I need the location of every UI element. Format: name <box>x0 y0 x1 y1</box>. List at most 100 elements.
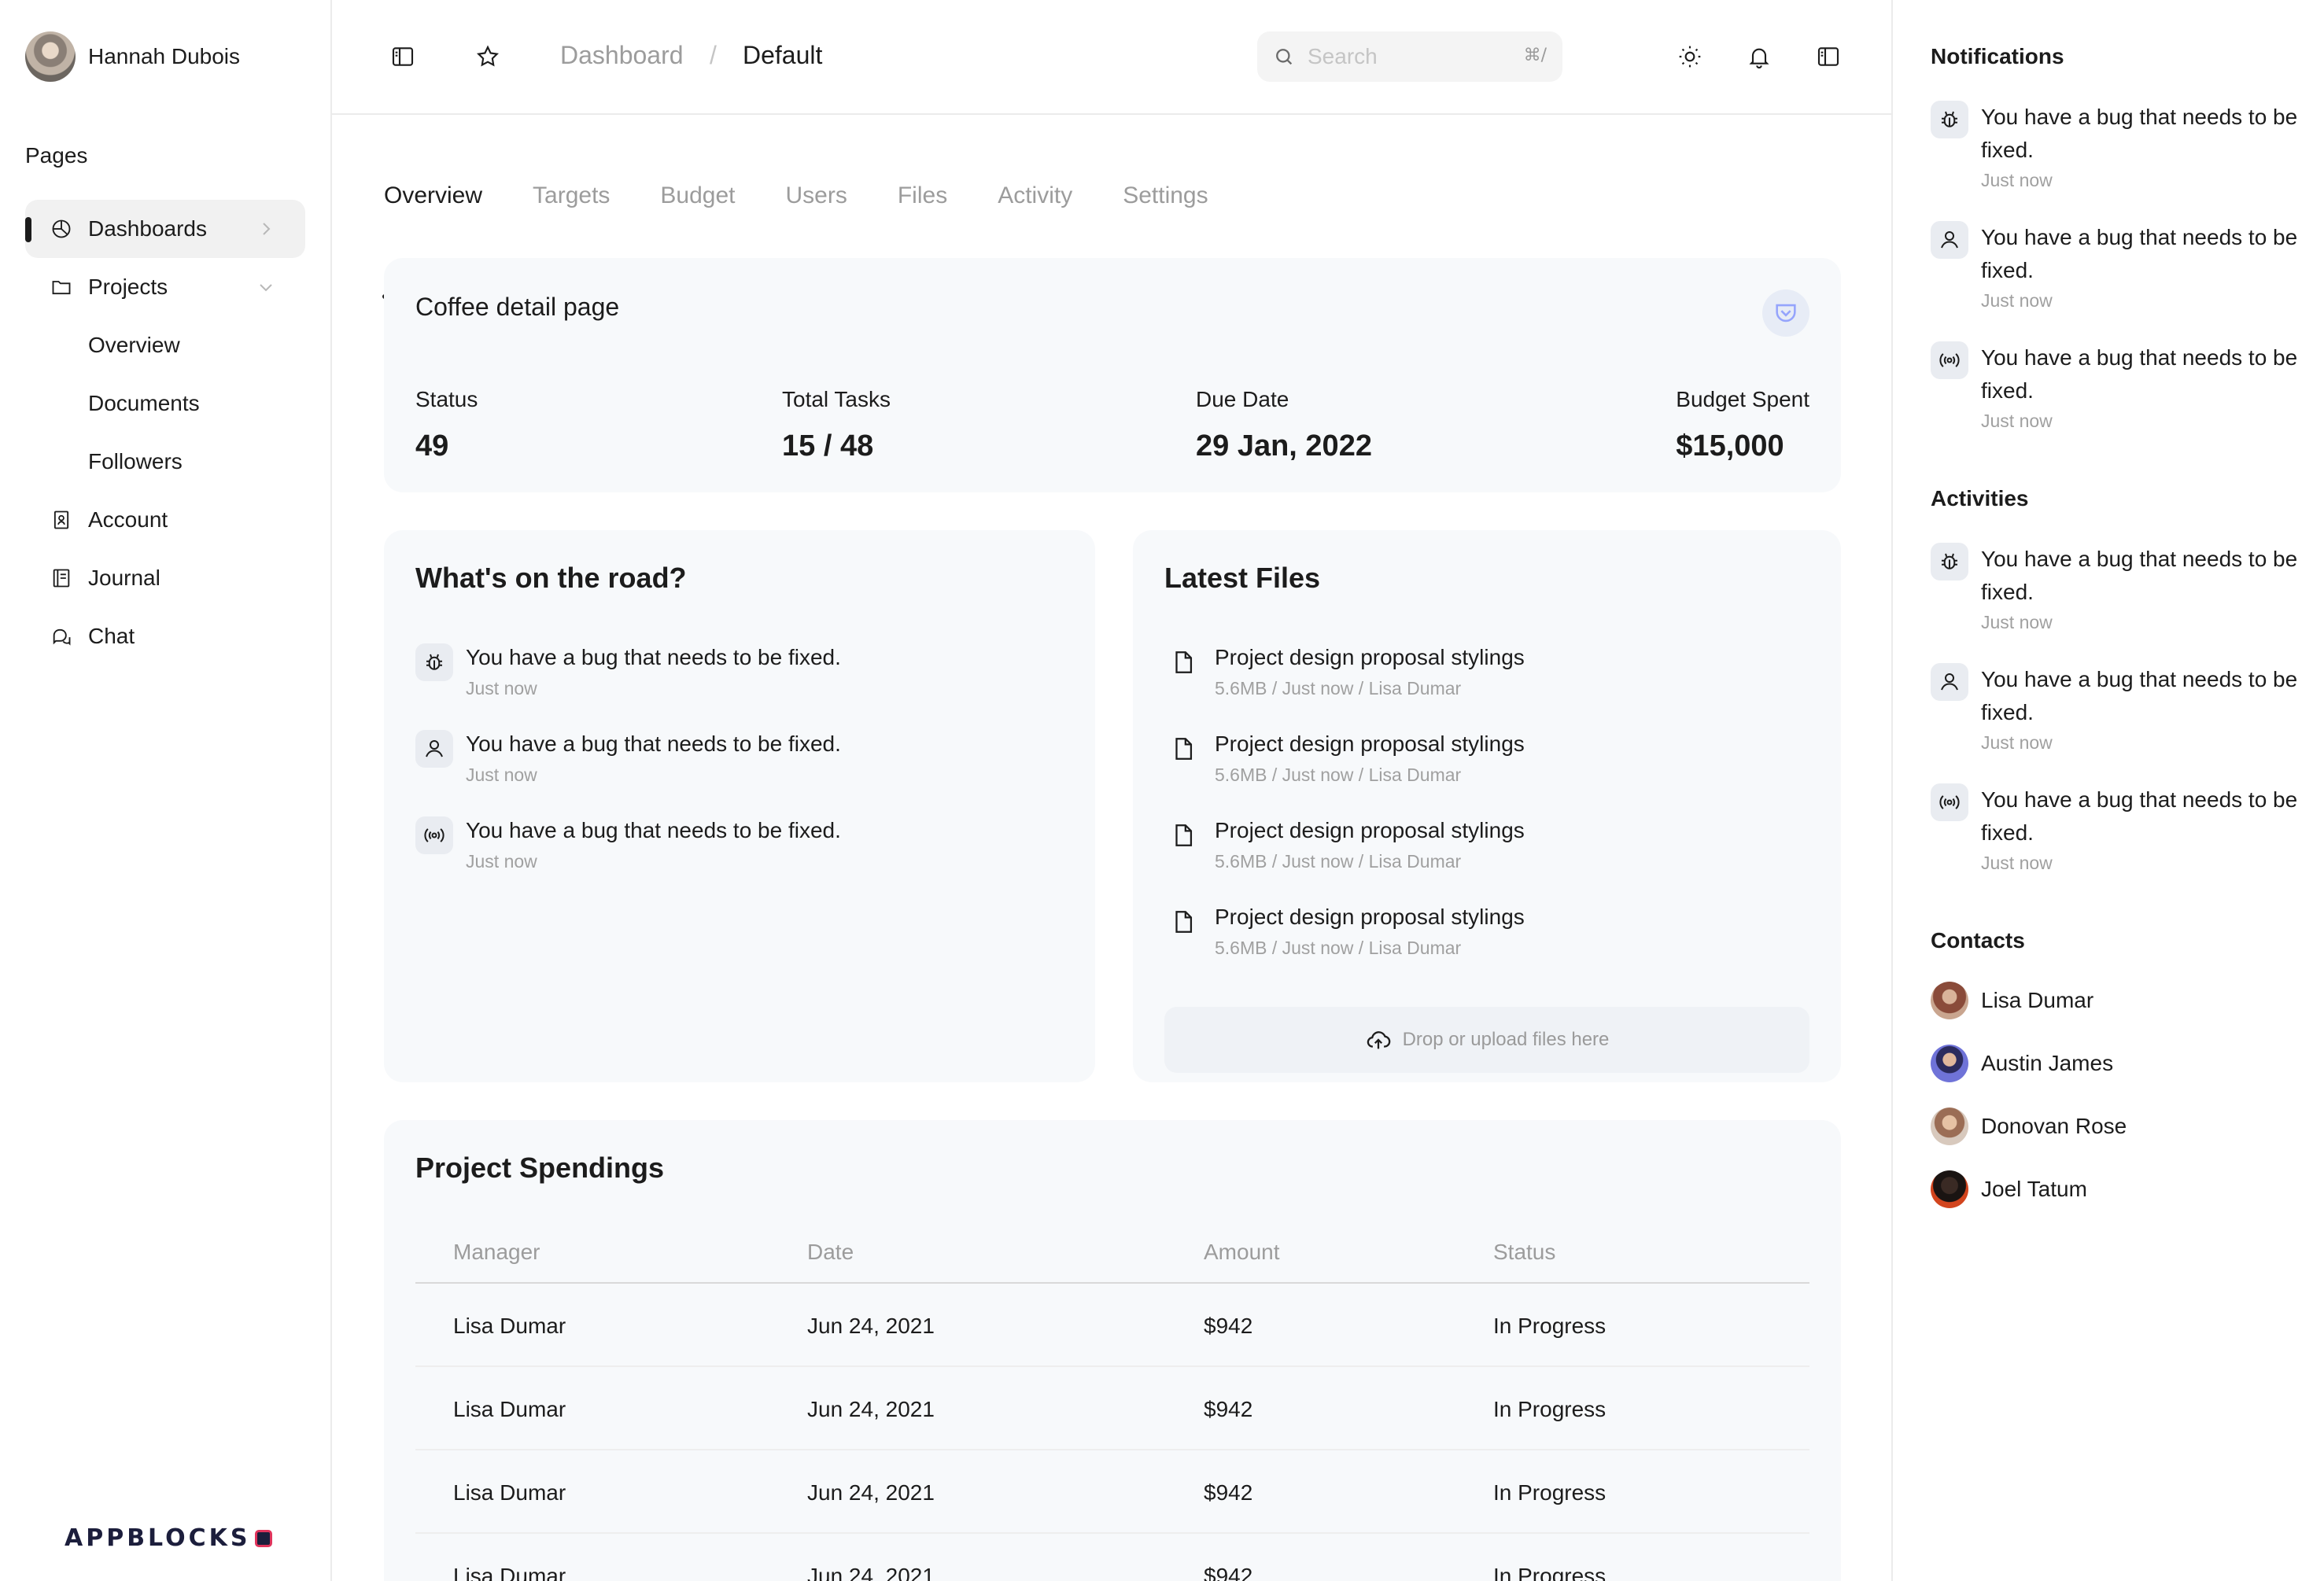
sidebar-item-overview[interactable]: Overview <box>25 316 305 374</box>
latest-files-card: Latest Files Project design proposal sty… <box>1133 530 1841 1082</box>
table-row[interactable]: Lisa Dumar Jun 24, 2021 $942 In Progress <box>415 1284 1809 1367</box>
cell-amount: $942 <box>1204 1480 1253 1505</box>
contact-item[interactable]: Donovan Rose <box>1931 1107 2127 1145</box>
file-meta: 5.6MB / Just now / Lisa Dumar <box>1215 765 1462 785</box>
avatar <box>1931 982 1968 1019</box>
pie-chart-icon <box>52 219 71 238</box>
sidebar-item-label: Chat <box>88 624 135 648</box>
breadcrumb-default: Default <box>743 41 823 69</box>
avatar[interactable] <box>25 31 76 82</box>
cell-amount: $942 <box>1204 1564 1253 1581</box>
chat-icon <box>53 628 71 646</box>
activity-title: You have a bug that needs to be fixed. <box>1981 787 2298 845</box>
broadcast-icon <box>1939 353 1960 367</box>
file-meta: 5.6MB / Just now / Lisa Dumar <box>1215 678 1462 698</box>
activity-time: Just now <box>1981 612 2053 632</box>
sun-icon[interactable] <box>1677 44 1702 69</box>
user-name: Hannah Dubois <box>88 44 241 68</box>
bug-icon <box>426 654 442 670</box>
feed-title: You have a bug that needs to be fixed. <box>466 818 841 842</box>
chevron-right-icon <box>263 223 271 235</box>
stat-due-date: Due Date 29 Jan, 2022 <box>1196 387 1372 463</box>
breadcrumb-dashboard[interactable]: Dashboard <box>560 41 684 69</box>
file-name: Project design proposal stylings <box>1215 645 1525 669</box>
sidebar-item-label: Documents <box>88 391 200 415</box>
project-spendings-card: Project Spendings Manager Date Amount St… <box>384 1120 1841 1581</box>
cell-amount: $942 <box>1204 1397 1253 1421</box>
breadcrumb-separator: / <box>710 41 717 69</box>
notification-title: You have a bug that needs to be fixed. <box>1981 225 2298 282</box>
sidebar-item-label: Overview <box>88 333 180 357</box>
sidebar: Hannah Dubois Pages Dashboards Projects … <box>0 0 332 1581</box>
panel-toggle-icon[interactable] <box>1816 44 1841 69</box>
user-profile[interactable]: Hannah Dubois <box>25 31 240 82</box>
pocket-icon <box>1776 304 1796 322</box>
table-row[interactable]: Lisa Dumar Jun 24, 2021 $942 In Progress <box>415 1367 1809 1450</box>
column-header-date[interactable]: Date <box>807 1240 854 1264</box>
files-title: Latest Files <box>1164 562 1321 594</box>
bug-icon <box>1942 553 1957 569</box>
spendings-table: Manager Date Amount Status Lisa Dumar Ju… <box>415 1222 1809 1581</box>
column-header-amount[interactable]: Amount <box>1204 1240 1280 1264</box>
sidebar-item-dashboards[interactable]: Dashboards <box>25 200 305 258</box>
cell-date: Jun 24, 2021 <box>807 1314 935 1338</box>
activity-time: Just now <box>1981 732 2053 753</box>
column-header-status[interactable]: Status <box>1493 1240 1556 1264</box>
id-badge-icon <box>53 510 69 529</box>
cell-manager: Lisa Dumar <box>453 1397 566 1421</box>
bug-icon <box>1942 111 1957 127</box>
sidebar-toggle-icon[interactable] <box>390 44 415 69</box>
pages-section-label: Pages <box>25 143 88 168</box>
tab-users[interactable]: Users <box>785 182 847 208</box>
search-input[interactable] <box>1308 39 1504 74</box>
tab-files[interactable]: Files <box>897 182 948 208</box>
cell-date: Jun 24, 2021 <box>807 1480 935 1505</box>
tab-activity[interactable]: Activity <box>998 182 1073 208</box>
file-meta: 5.6MB / Just now / Lisa Dumar <box>1215 938 1462 958</box>
file-icon <box>1175 651 1193 673</box>
cell-date: Jun 24, 2021 <box>807 1564 935 1581</box>
feed-time: Just now <box>466 765 537 785</box>
contact-item[interactable]: Lisa Dumar <box>1931 982 2093 1019</box>
file-name: Project design proposal stylings <box>1215 732 1525 756</box>
contacts-title: Contacts <box>1931 928 2025 953</box>
sidebar-item-projects[interactable]: Projects <box>25 258 305 316</box>
broadcast-icon <box>1939 795 1960 809</box>
pocket-badge[interactable] <box>1762 289 1809 337</box>
sidebar-item-followers[interactable]: Followers <box>25 433 305 491</box>
tab-settings[interactable]: Settings <box>1123 182 1208 208</box>
upload-label: Drop or upload files here <box>1402 1029 1610 1050</box>
contact-item[interactable]: Joel Tatum <box>1931 1170 2087 1208</box>
stat-status: Status 49 <box>415 387 478 463</box>
activity-time: Just now <box>1981 853 2053 873</box>
user-icon <box>1941 231 1958 249</box>
bell-icon[interactable] <box>1747 44 1772 69</box>
brand-logo: APPBLOCKS <box>65 1524 273 1552</box>
column-header-manager[interactable]: Manager <box>453 1240 540 1264</box>
tab-budget[interactable]: Budget <box>660 182 736 208</box>
table-row[interactable]: Lisa Dumar Jun 24, 2021 $942 In Progress <box>415 1450 1809 1534</box>
sidebar-item-account[interactable]: Account <box>25 491 305 549</box>
feed-time: Just now <box>466 851 537 872</box>
file-icon <box>1175 824 1193 846</box>
chevron-down-icon <box>260 284 272 292</box>
sidebar-item-chat[interactable]: Chat <box>25 607 305 665</box>
cell-status: In Progress <box>1493 1480 1607 1505</box>
sidebar-item-documents[interactable]: Documents <box>25 374 305 433</box>
star-icon[interactable] <box>475 44 500 69</box>
sidebar-item-label: Followers <box>88 449 183 474</box>
contact-item[interactable]: Austin James <box>1931 1045 2113 1082</box>
table-row[interactable]: Lisa Dumar Jun 24, 2021 $942 In Progress <box>415 1534 1809 1581</box>
stat-label: Status <box>415 387 478 411</box>
cell-manager: Lisa Dumar <box>453 1314 566 1338</box>
contact-name: Austin James <box>1981 1051 2114 1075</box>
feed-time: Just now <box>466 678 537 698</box>
notification-title: You have a bug that needs to be fixed. <box>1981 345 2298 403</box>
tab-targets[interactable]: Targets <box>533 182 611 208</box>
upload-dropzone[interactable]: Drop or upload files here <box>1164 1007 1809 1073</box>
notification-title: You have a bug that needs to be fixed. <box>1981 105 2298 162</box>
search-box[interactable]: ⌘/ <box>1257 31 1562 82</box>
tab-overview[interactable]: Overview <box>382 182 485 299</box>
sidebar-item-journal[interactable]: Journal <box>25 549 305 607</box>
stat-value: 49 <box>415 429 449 463</box>
